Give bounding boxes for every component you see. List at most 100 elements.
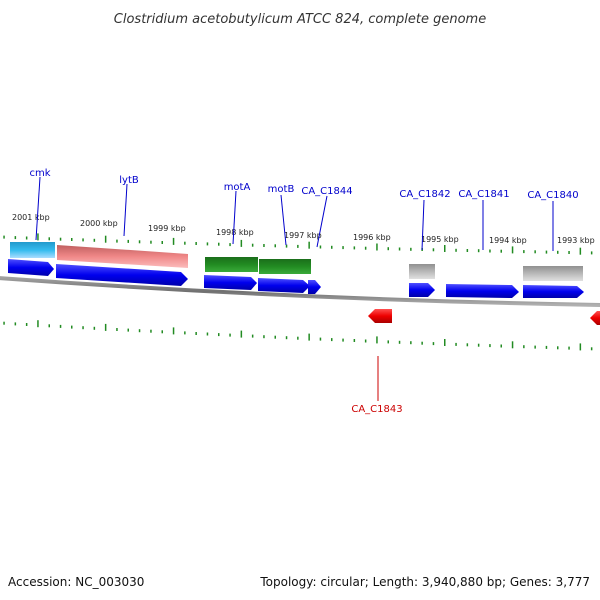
upper-tick bbox=[71, 238, 73, 241]
tick-label-2001: 2001 kbp bbox=[12, 213, 50, 222]
upper-tick bbox=[444, 245, 446, 252]
upper-tick bbox=[545, 250, 548, 254]
upper-tick bbox=[500, 249, 502, 253]
forward-genes bbox=[8, 259, 584, 298]
upper-tick bbox=[523, 250, 525, 254]
lower-tick bbox=[263, 335, 265, 339]
upper-tick bbox=[308, 241, 310, 249]
gene-arrow-lytB[interactable] bbox=[56, 264, 188, 286]
leader-CA_C1842 bbox=[421, 199, 425, 251]
tick-label-1995: 1995 kbp bbox=[421, 235, 459, 244]
upper-tick bbox=[568, 251, 570, 254]
upper-tick bbox=[59, 237, 62, 241]
upper-tick bbox=[127, 239, 129, 243]
gene-arrow-CA_C1840[interactable] bbox=[523, 285, 584, 298]
lower-tick bbox=[534, 345, 536, 349]
lower-tick bbox=[25, 323, 28, 326]
accession-text: Accession: NC_003030 bbox=[8, 575, 144, 589]
lower-tick bbox=[184, 331, 186, 335]
upper-tick bbox=[285, 244, 288, 248]
gene-arrow-edge-reverse[interactable] bbox=[590, 311, 600, 325]
upper-tick bbox=[376, 243, 378, 251]
upper-tick bbox=[364, 246, 367, 250]
lower-tick bbox=[342, 338, 344, 342]
upper-tick bbox=[240, 239, 243, 247]
gene-label-CA_C1843[interactable]: CA_C1843 bbox=[351, 404, 402, 415]
lower-tick bbox=[331, 338, 333, 342]
lower-tick bbox=[590, 347, 593, 351]
leader-lines bbox=[35, 176, 554, 401]
upper-tick bbox=[37, 233, 39, 241]
upper-tick bbox=[410, 247, 412, 251]
lower-tick bbox=[37, 320, 39, 328]
upper-tick bbox=[161, 241, 163, 244]
gene-arrow-motA[interactable] bbox=[204, 275, 257, 290]
gene-arrow-motB[interactable] bbox=[258, 278, 310, 293]
upper-tick bbox=[138, 240, 141, 244]
lower-tick bbox=[82, 326, 84, 330]
upper-tick bbox=[195, 242, 197, 245]
lower-tick bbox=[59, 324, 62, 328]
gene-label-CA_C1841[interactable]: CA_C1841 bbox=[458, 189, 509, 200]
tick-label-1994: 1994 kbp bbox=[489, 236, 527, 245]
leader-lytB bbox=[123, 183, 128, 237]
lower-tick bbox=[297, 336, 299, 340]
gene-label-CA_C1842[interactable]: CA_C1842 bbox=[399, 189, 450, 200]
gene-label-CA_C1844[interactable]: CA_C1844 bbox=[301, 186, 352, 197]
gene-arrow-CA_C1843[interactable] bbox=[368, 309, 392, 323]
upper-tick bbox=[82, 238, 84, 242]
upper-tick bbox=[331, 245, 333, 249]
gene-label-lytB[interactable]: lytB bbox=[119, 175, 139, 186]
lower-tick bbox=[353, 339, 356, 342]
leader-CA_C1844 bbox=[316, 195, 328, 248]
tick-labels: 2001 kbp 2000 kbp 1999 kbp 1998 kbp 1997… bbox=[12, 213, 595, 245]
lower-tick bbox=[3, 321, 5, 325]
lower-tick bbox=[71, 325, 73, 329]
genome-summary-text: Topology: circular; Length: 3,940,880 bp… bbox=[259, 575, 590, 589]
lower-tick bbox=[444, 339, 446, 346]
leader-cmk bbox=[35, 176, 41, 241]
feature-bar-lytB bbox=[57, 245, 188, 268]
upper-tick bbox=[206, 242, 209, 246]
reverse-genes bbox=[368, 309, 600, 325]
lower-tick bbox=[14, 322, 17, 326]
lower-tick bbox=[489, 344, 491, 348]
gene-arrow-CA_C1844[interactable] bbox=[308, 280, 321, 294]
upper-tick bbox=[229, 243, 231, 247]
gene-label-motA[interactable]: motA bbox=[224, 182, 251, 193]
lower-tick bbox=[364, 339, 367, 343]
upper-tick bbox=[432, 248, 435, 252]
gene-arrow-CA_C1842[interactable] bbox=[409, 283, 435, 297]
leader-motB bbox=[280, 194, 287, 246]
lower-tick bbox=[410, 341, 412, 345]
upper-tick bbox=[387, 247, 389, 251]
gene-arrow-CA_C1841[interactable] bbox=[446, 284, 519, 298]
upper-tick bbox=[579, 247, 582, 255]
gene-label-cmk[interactable]: cmk bbox=[29, 168, 50, 179]
upper-tick bbox=[557, 250, 559, 254]
upper-tick bbox=[14, 236, 17, 240]
gene-labels: cmk lytB motA motB CA_C1844 CA_C1842 CA_… bbox=[29, 168, 578, 415]
gene-label-CA_C1840[interactable]: CA_C1840 bbox=[527, 190, 578, 201]
gene-arrow-cmk[interactable] bbox=[8, 259, 54, 276]
lower-tick bbox=[285, 336, 288, 340]
upper-tick bbox=[466, 249, 469, 252]
upper-tick bbox=[274, 244, 276, 248]
tick-label-2000: 2000 kbp bbox=[80, 219, 118, 228]
lower-tick bbox=[104, 323, 107, 331]
lower-tick bbox=[568, 346, 570, 350]
tick-label-1993: 1993 kbp bbox=[557, 236, 595, 245]
upper-tick bbox=[263, 244, 265, 247]
feature-bar-motA bbox=[205, 257, 258, 272]
upper-tick bbox=[398, 247, 401, 251]
upper-tick bbox=[116, 239, 118, 243]
upper-tick bbox=[150, 240, 152, 244]
upper-tick bbox=[3, 235, 5, 239]
lower-tick bbox=[93, 326, 96, 330]
upper-tick bbox=[48, 237, 50, 241]
gene-label-motB[interactable]: motB bbox=[268, 184, 295, 195]
lower-tick bbox=[500, 344, 502, 348]
upper-tick bbox=[477, 249, 480, 253]
